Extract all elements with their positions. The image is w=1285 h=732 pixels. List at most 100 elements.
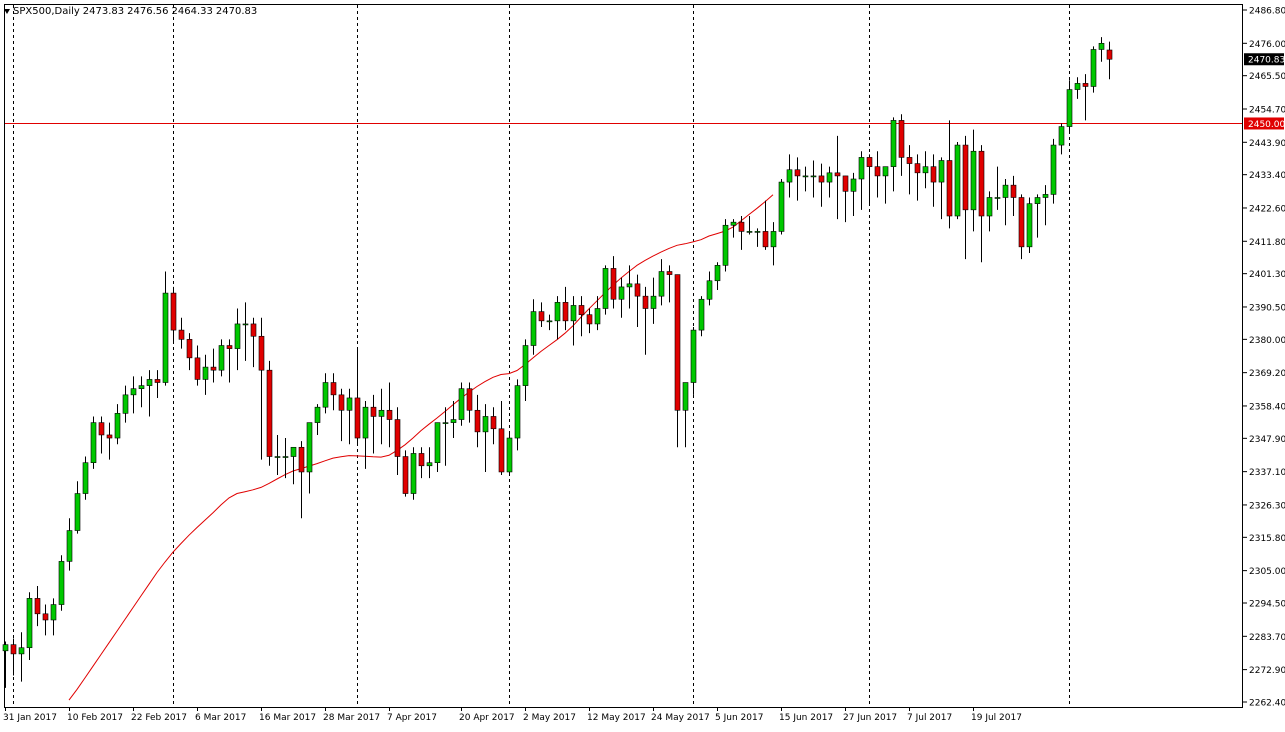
candle-body-19 (154, 379, 161, 383)
y-tick-label-4: 2443.90 (1249, 139, 1285, 149)
candle-body-116 (930, 166, 937, 183)
candle-body-24 (194, 357, 201, 380)
candle-body-61 (490, 416, 497, 430)
y-tick-label-9: 2390.50 (1249, 303, 1285, 313)
candle-body-42 (338, 394, 345, 411)
candle-body-92 (738, 221, 745, 232)
candle-body-59 (474, 409, 481, 433)
candle-body-34 (274, 456, 281, 458)
candle-body-115 (922, 166, 929, 174)
candle-body-33 (266, 369, 273, 457)
candle-body-109 (874, 166, 881, 177)
x-tick-label-0: 31 Jan 2017 (3, 713, 57, 723)
candle-body-9 (74, 493, 81, 531)
x-tick-label-3: 6 Mar 2017 (195, 713, 246, 723)
candle-body-25 (202, 366, 209, 380)
x-tick-label-11: 5 Jun 2017 (715, 713, 763, 723)
x-tick-label-5: 28 Mar 2017 (323, 713, 380, 723)
candle-body-37 (298, 446, 305, 473)
y-tick-label-8: 2401.30 (1249, 270, 1285, 280)
x-tick-label-9: 12 May 2017 (587, 713, 646, 723)
candle-body-32 (258, 335, 265, 371)
candle-body-12 (98, 422, 105, 436)
candle-body-15 (122, 394, 129, 414)
candle-body-60 (482, 416, 489, 433)
candle-body-68 (546, 320, 553, 323)
candle-body-106 (850, 178, 857, 192)
candle-body-86 (690, 329, 697, 383)
candle-body-84 (674, 274, 681, 411)
candle-body-82 (658, 271, 665, 297)
candle-body-112 (898, 120, 905, 158)
candle-body-57 (458, 388, 465, 420)
candle-body-53 (426, 462, 433, 467)
y-tick-label-11: 2369.20 (1249, 369, 1285, 379)
candle-body-78 (626, 283, 633, 288)
candle-body-125 (1002, 184, 1009, 198)
x-tick-label-6: 7 Apr 2017 (387, 713, 437, 723)
candle-body-26 (210, 366, 217, 371)
moving-average-line (68, 194, 774, 701)
candle-body-119 (954, 144, 961, 217)
y-tick-label-0: 2486.80 (1249, 7, 1285, 17)
candle-body-23 (186, 339, 193, 359)
candle-body-89 (714, 265, 721, 282)
candle-body-70 (562, 302, 569, 322)
x-tick-label-15: 19 Jul 2017 (971, 713, 1022, 723)
candle-body-52 (418, 453, 425, 467)
candle-body-58 (466, 388, 473, 411)
y-tick-label-10: 2380.00 (1249, 336, 1285, 346)
x-tick-label-7: 20 Apr 2017 (459, 713, 515, 723)
candle-body-73 (586, 314, 593, 325)
candle-body-1 (10, 644, 17, 655)
candle-body-28 (226, 345, 233, 349)
candle-body-131 (1050, 144, 1057, 195)
candle-body-18 (146, 379, 153, 386)
x-tick-label-14: 7 Jul 2017 (907, 713, 952, 723)
y-tick-label-19: 2283.70 (1249, 633, 1285, 643)
candle-body-88 (706, 280, 713, 300)
candle-body-38 (306, 422, 313, 473)
x-tick-label-8: 2 May 2017 (523, 713, 576, 723)
candle-body-111 (890, 120, 897, 167)
ohlc-close: 2470.83 (215, 6, 258, 17)
candle-body-129 (1034, 197, 1041, 204)
candle-body-134 (1074, 83, 1081, 90)
y-tick-label-6: 2422.60 (1249, 204, 1285, 214)
symbol-label: SPX500,Daily (13, 6, 80, 17)
candle-body-8 (66, 530, 73, 562)
candle-body-117 (938, 160, 945, 183)
candle-body-22 (178, 329, 185, 340)
candle-body-83 (666, 271, 673, 275)
candle-body-124 (994, 197, 1001, 199)
candle-body-128 (1026, 203, 1033, 248)
candle-body-50 (402, 456, 409, 494)
candle-body-105 (842, 175, 849, 192)
y-tick-label-14: 2337.10 (1249, 468, 1285, 478)
candle-body-90 (722, 224, 729, 266)
level-price-label: 2450.00 (1248, 120, 1285, 130)
candle-body-5 (42, 613, 49, 621)
y-tick-label-1: 2476.00 (1249, 40, 1285, 50)
candle-body-2 (18, 647, 25, 655)
dropdown-triangle-icon[interactable] (4, 8, 10, 14)
candle-body-122 (978, 150, 985, 217)
candle-body-81 (650, 295, 657, 309)
candle-body-31 (250, 323, 257, 337)
current-price-label: 2470.83 (1248, 56, 1285, 66)
candle-body-100 (802, 175, 809, 178)
candle-body-44 (354, 397, 361, 439)
candle-body-65 (522, 345, 529, 386)
candle-body-29 (234, 323, 241, 349)
candle-body-40 (322, 382, 329, 408)
candle-body-101 (810, 175, 817, 178)
candle-body-62 (498, 428, 505, 473)
candle-body-66 (530, 311, 537, 346)
candle-body-94 (754, 231, 761, 233)
candle-body-130 (1042, 194, 1049, 198)
candle-body-132 (1058, 126, 1065, 146)
candle-body-11 (90, 422, 97, 463)
x-tick-label-12: 15 Jun 2017 (779, 713, 833, 723)
